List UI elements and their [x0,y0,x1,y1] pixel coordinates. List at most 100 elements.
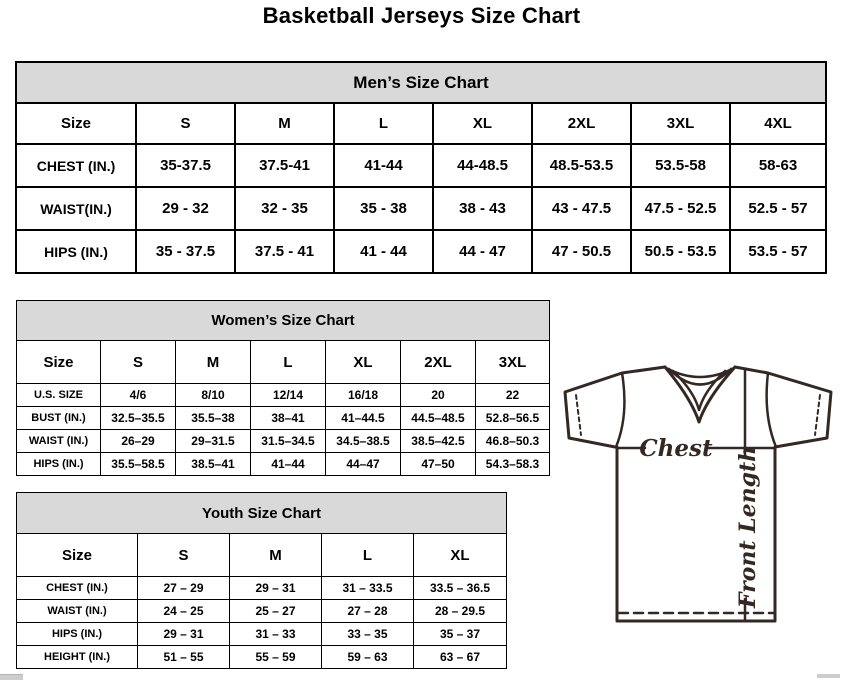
size-cell: 31 – 33.5 [321,576,414,600]
row-label: HIPS (IN.) [16,622,138,646]
men-table-title: Men’s Size Chart [15,61,827,104]
size-cell: 29 – 31 [229,576,322,600]
size-cell: 29 - 32 [135,186,236,231]
front-length-label: Front Length [735,446,761,609]
size-cell: 28 – 29.5 [413,599,507,623]
row-label: BUST (IN.) [16,406,101,430]
size-cell: 47 - 50.5 [531,229,632,274]
size-cell: 35 - 37.5 [135,229,236,274]
size-cell: 33.5 – 36.5 [413,576,507,600]
size-cell: 59 – 63 [321,645,414,669]
table-row: CHEST (IN.) 27 – 29 29 – 31 31 – 33.5 33… [16,576,507,600]
column-header: Size [16,340,101,384]
size-cell: 50.5 - 53.5 [630,229,731,274]
size-cell: 44 - 47 [432,229,533,274]
chest-label: Chest [639,435,713,462]
table-row: WAIST (IN.) 24 – 25 25 – 27 27 – 28 28 –… [16,599,507,623]
jersey-measurement-diagram: Chest Front Length [563,365,833,623]
size-cell: 4/6 [100,383,176,407]
column-header: M [175,340,251,384]
youth-size-table: Youth Size Chart Size S M L XL CHEST (IN… [16,492,507,669]
table-row: U.S. SIZE 4/6 8/10 12/14 16/18 20 22 [16,383,550,407]
column-header: XL [432,102,533,145]
size-cell: 29 – 31 [137,622,230,646]
size-cell: 55 – 59 [229,645,322,669]
column-header: L [321,533,414,577]
size-cell: 38.5–41 [175,452,251,476]
column-header: 4XL [729,102,827,145]
armhole-seam-left [614,371,626,449]
size-cell: 37.5-41 [234,143,335,188]
size-cell: 22 [475,383,550,407]
size-cell: 63 – 67 [413,645,507,669]
column-header: Size [15,102,137,145]
size-cell: 41 - 44 [333,229,434,274]
size-cell: 52.5 - 57 [729,186,827,231]
column-header: 3XL [630,102,731,145]
column-header: 2XL [400,340,476,384]
column-header: M [229,533,322,577]
size-cell: 38.5–42.5 [400,429,476,453]
size-cell: 35-37.5 [135,143,236,188]
size-cell: 35.5–58.5 [100,452,176,476]
column-header: 3XL [475,340,550,384]
cuff-stitch-right [814,394,821,436]
row-label: U.S. SIZE [16,383,101,407]
column-header: L [250,340,326,384]
size-cell: 41–44 [250,452,326,476]
size-cell: 51 – 55 [137,645,230,669]
table-row: WAIST(IN.) 29 - 32 32 - 35 35 - 38 38 - … [15,186,827,231]
size-cell: 8/10 [175,383,251,407]
size-cell: 20 [400,383,476,407]
column-header: S [135,102,236,145]
women-size-table: Women’s Size Chart Size S M L XL 2XL 3XL… [16,300,550,476]
size-cell: 35 – 37 [413,622,507,646]
row-label: HIPS (IN.) [15,229,137,274]
size-cell: 35 - 38 [333,186,434,231]
size-cell: 41–44.5 [325,406,401,430]
size-cell: 58-63 [729,143,827,188]
size-cell: 35.5–38 [175,406,251,430]
table-row: HEIGHT (IN.) 51 – 55 55 – 59 59 – 63 63 … [16,645,507,669]
jersey-outline [563,365,833,623]
size-cell: 32.5–35.5 [100,406,176,430]
column-header: Size [16,533,138,577]
size-cell: 32 - 35 [234,186,335,231]
scrollbar-fragment-right[interactable] [817,674,840,678]
size-cell: 53.5-58 [630,143,731,188]
column-header: XL [413,533,507,577]
column-header: XL [325,340,401,384]
size-cell: 24 – 25 [137,599,230,623]
size-cell: 27 – 28 [321,599,414,623]
row-label: WAIST (IN.) [16,599,138,623]
column-header: S [137,533,230,577]
size-cell: 25 – 27 [229,599,322,623]
size-cell: 52.8–56.5 [475,406,550,430]
size-cell: 47.5 - 52.5 [630,186,731,231]
size-cell: 16/18 [325,383,401,407]
size-cell: 26–29 [100,429,176,453]
size-cell: 41-44 [333,143,434,188]
size-cell: 46.8–50.3 [475,429,550,453]
table-row: HIPS (IN.) 35 - 37.5 37.5 - 41 41 - 44 4… [15,229,827,274]
size-cell: 38 - 43 [432,186,533,231]
column-header: 2XL [531,102,632,145]
size-cell: 43 - 47.5 [531,186,632,231]
size-cell: 27 – 29 [137,576,230,600]
table-row: CHEST (IN.) 35-37.5 37.5-41 41-44 44-48.… [15,143,827,188]
row-label: HEIGHT (IN.) [16,645,138,669]
table-row: HIPS (IN.) 29 – 31 31 – 33 33 – 35 35 – … [16,622,507,646]
size-cell: 34.5–38.5 [325,429,401,453]
row-label: WAIST (IN.) [16,429,101,453]
women-table-title: Women’s Size Chart [16,300,550,341]
youth-table-title: Youth Size Chart [16,492,507,534]
men-size-table: Men’s Size Chart Size S M L XL 2XL 3XL 4… [15,61,827,274]
scrollbar-fragment-left[interactable] [0,674,23,680]
collar-outer [663,365,737,424]
size-cell: 37.5 - 41 [234,229,335,274]
size-cell: 47–50 [400,452,476,476]
row-label: WAIST(IN.) [15,186,137,231]
size-cell: 54.3–58.3 [475,452,550,476]
table-row: BUST (IN.) 32.5–35.5 35.5–38 38–41 41–44… [16,406,550,430]
row-label: CHEST (IN.) [15,143,137,188]
